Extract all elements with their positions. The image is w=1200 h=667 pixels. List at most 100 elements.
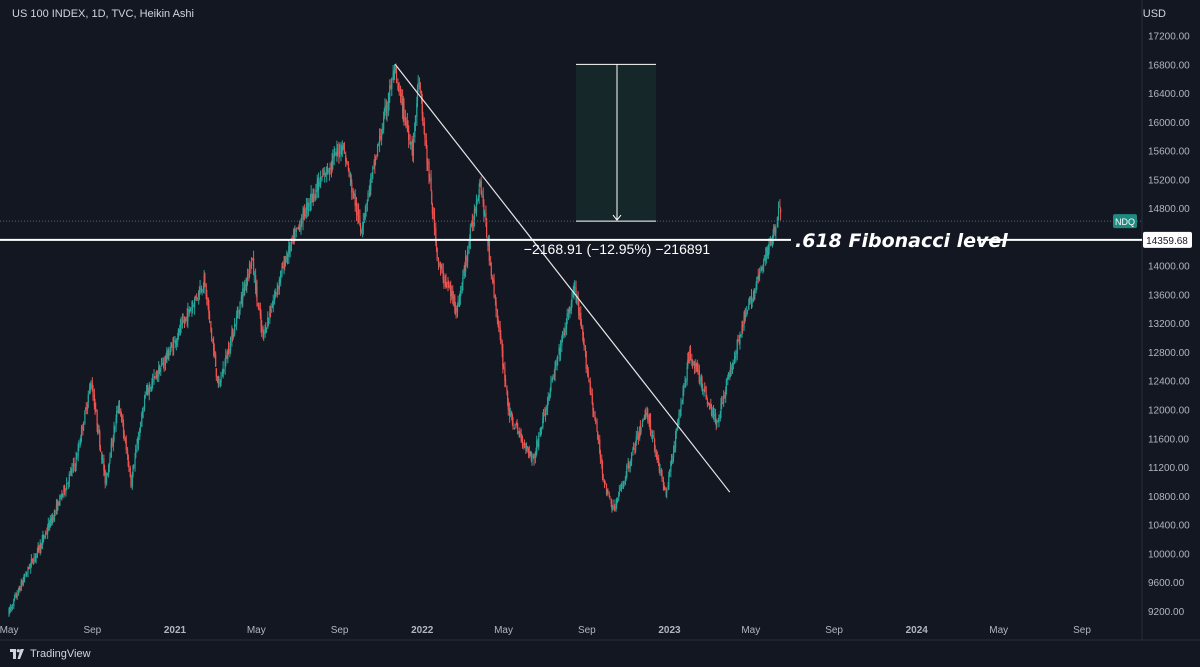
candle-body (526, 446, 528, 449)
candle-body (761, 266, 763, 270)
candle-body (94, 404, 96, 410)
tradingview-branding[interactable]: TradingView (10, 645, 91, 663)
candle-body (39, 543, 41, 552)
candle-body (112, 439, 114, 447)
candle-body (336, 148, 338, 154)
candle-body (336, 149, 339, 151)
candle-body (295, 228, 297, 232)
measure-box (576, 64, 656, 222)
candle-body (469, 227, 471, 242)
candle-body (675, 429, 677, 433)
candle-body (327, 170, 329, 172)
candle-body (433, 215, 436, 228)
candle-body (774, 226, 776, 233)
candle-body (642, 418, 644, 422)
candle-body (398, 89, 400, 91)
price-axis[interactable]: 9200.00 9600.00 10000.00 10400.00 10800.00 11… (1148, 32, 1190, 618)
candle-body (13, 599, 15, 607)
candle-body (367, 192, 369, 202)
candle-body (431, 203, 434, 215)
candle-body (450, 288, 452, 297)
candle-body (66, 483, 68, 490)
candle-body (706, 396, 708, 400)
candle-body (421, 99, 423, 114)
candle-body (649, 419, 652, 434)
candle-body (53, 511, 56, 521)
downtrend-line (394, 64, 731, 493)
candle-body (666, 491, 668, 493)
candle-body (549, 395, 551, 397)
candle-body (611, 504, 613, 509)
symbol-title[interactable]: US 100 INDEX, 1D, TVC, Heikin Ashi (12, 8, 194, 20)
candle-body (196, 296, 198, 299)
candle-body (206, 294, 208, 299)
candle-body (108, 465, 110, 474)
candle-body (559, 346, 562, 357)
candle-body (113, 427, 115, 441)
candle-body (610, 499, 612, 504)
price-tick-label: 17200.00 (1148, 32, 1190, 43)
candle-body (431, 192, 433, 205)
candle-body (68, 473, 70, 482)
candle-body (330, 161, 333, 170)
candle-body (544, 409, 547, 417)
candle-body (20, 581, 22, 591)
measure-arrow-head (612, 214, 622, 221)
candle-body (151, 381, 153, 388)
time-tick-label: 2024 (906, 625, 929, 636)
candle-body (298, 225, 300, 227)
candle-body (645, 413, 647, 416)
time-tick-label: May (989, 625, 1008, 636)
candle-body (658, 458, 660, 467)
candle-body (630, 453, 633, 463)
candle-body (324, 171, 326, 175)
candle-body (753, 290, 755, 297)
candle-body (775, 227, 777, 233)
candle-body (175, 340, 177, 345)
candle-body (269, 312, 271, 317)
candle-body (590, 390, 592, 395)
price-tick-label: 10400.00 (1148, 521, 1190, 532)
candle-body (634, 448, 636, 452)
candle-body (570, 303, 572, 312)
candle-body (498, 325, 500, 328)
candle-body (210, 328, 213, 338)
candle-body (229, 349, 231, 353)
candle-body (227, 348, 230, 354)
candle-body (651, 435, 654, 439)
candle-body (595, 420, 597, 422)
candle-body (166, 350, 168, 360)
candle-body (248, 263, 251, 277)
candle-body (161, 362, 163, 366)
candle-body (274, 291, 276, 295)
candle-body (155, 372, 157, 379)
candle-body (563, 333, 565, 335)
candle-body (763, 259, 765, 261)
candle-body (349, 176, 352, 178)
time-tick-label: Sep (83, 625, 101, 636)
candle-body (341, 146, 343, 151)
time-axis[interactable]: May Sep 2021 May Sep 2022 May Sep 2023 May Sep 2024… (0, 625, 1091, 636)
candle-body (169, 350, 171, 356)
candle-body (242, 288, 244, 301)
candle-body (762, 264, 764, 271)
candle-body (558, 348, 560, 355)
time-tick-label: Sep (331, 625, 349, 636)
candle-body (492, 281, 494, 283)
candle-body (755, 284, 757, 289)
candle-body (352, 193, 354, 195)
candle-body (592, 402, 594, 411)
candle-body (253, 274, 255, 276)
candle-body (720, 402, 722, 414)
candle-body (668, 476, 670, 488)
candle-body (101, 459, 104, 461)
time-tick-label: Sep (825, 625, 843, 636)
candle-body (364, 210, 366, 216)
candle-body (264, 326, 266, 334)
candle-body (578, 301, 580, 316)
drawing-overlays: −2168.91 (−12.95%) −216891 .618 Fibonacci… (0, 63, 1192, 493)
price-tick-label: 11200.00 (1148, 463, 1189, 474)
candle-body (70, 471, 72, 473)
candle-body (459, 294, 461, 305)
